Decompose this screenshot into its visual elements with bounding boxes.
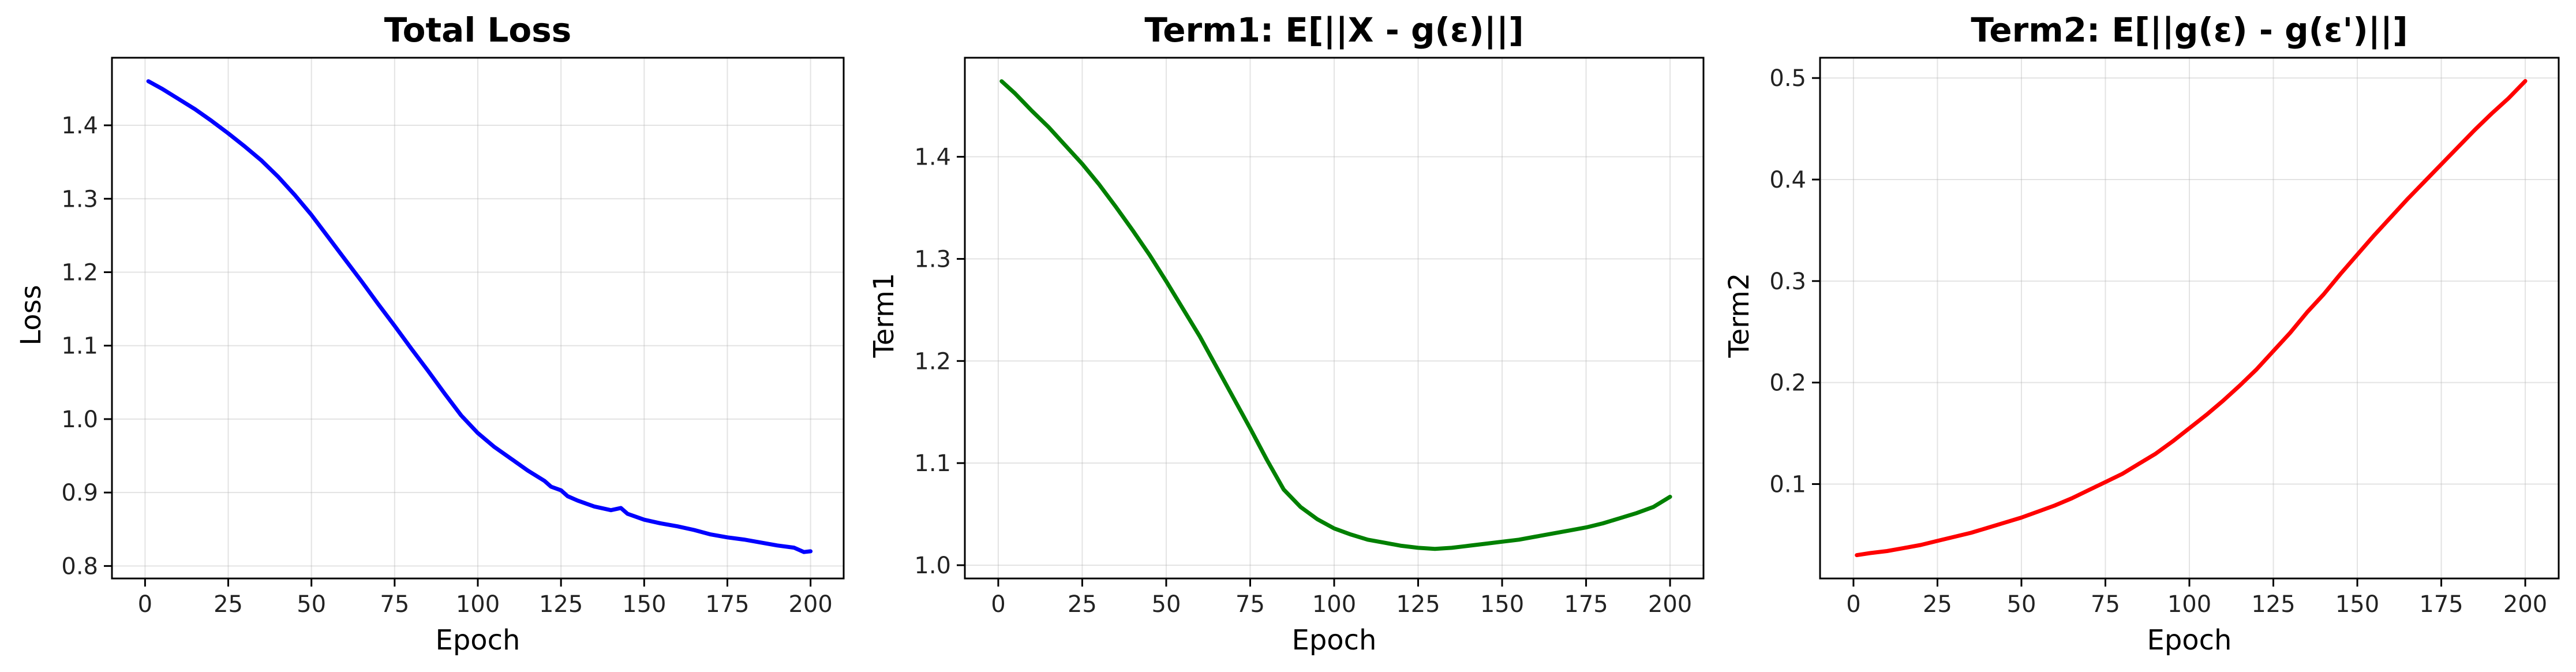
y-axis-ticks: 0.1 0.2 0.3 0.4 0.5 [1769,65,1820,498]
subplot-total-loss: Total Loss Epoch Loss 0 25 50 75 100 125 150 17… [15,10,845,656]
subplot-term1: Term1: E[||X - g(ε)||] Epoch Term1 0 25 50… [868,10,1705,656]
x-tick-label: 25 [1068,591,1097,618]
x-tick-label: 100 [1312,591,1356,618]
x-tick-label: 175 [1564,591,1608,618]
series-line [999,79,1672,551]
y-tick-label: 1.0 [61,406,98,433]
y-axis-label: Loss [15,285,47,345]
x-tick-label: 0 [1846,591,1860,618]
x-tick-label: 125 [2251,591,2295,618]
x-tick-label: 0 [991,591,1005,618]
x-tick-label: 175 [705,591,749,618]
x-axis-label: Epoch [1292,624,1377,656]
grid [965,58,1703,578]
x-tick-label: 175 [2419,591,2463,618]
y-tick-label: 1.4 [61,113,98,139]
x-axis-ticks: 0 25 50 75 100 125 150 175 200 [991,578,1692,618]
x-axis-label: Epoch [2147,624,2232,656]
y-tick-label: 0.3 [1769,268,1806,295]
x-tick-label: 0 [138,591,152,618]
y-axis-label: Term2 [1723,273,1755,359]
x-tick-label: 200 [2503,591,2547,618]
y-tick-label: 0.1 [1769,471,1806,498]
x-tick-label: 75 [2091,591,2120,618]
x-tick-label: 125 [1396,591,1440,618]
y-tick-label: 0.5 [1769,65,1806,92]
x-tick-label: 75 [1235,591,1265,618]
x-tick-label: 150 [622,591,666,618]
y-tick-label: 0.4 [1769,167,1806,193]
chart-title: Term1: E[||X - g(ε)||] [1144,10,1523,50]
chart-title: Term2: E[||g(ε) - g(ε')||] [1971,10,2407,50]
x-tick-label: 50 [297,591,326,618]
x-axis-ticks: 0 25 50 75 100 125 150 175 200 [1846,578,2547,618]
x-tick-label: 75 [380,591,409,618]
x-tick-label: 50 [1152,591,1181,618]
x-axis-label: Epoch [436,624,521,656]
y-tick-label: 1.0 [914,552,951,579]
series-line [146,79,813,554]
y-tick-label: 1.3 [914,246,951,272]
x-tick-label: 100 [2167,591,2211,618]
x-tick-label: 25 [1923,591,1952,618]
chart-title: Total Loss [384,10,572,50]
y-axis-ticks: 1.0 1.1 1.2 1.3 1.4 [914,144,965,579]
y-axis-label: Term1 [868,273,900,359]
x-tick-label: 50 [2007,591,2036,618]
y-axis-ticks: 0.8 0.9 1.0 1.1 1.2 1.3 1.4 [61,113,112,580]
y-tick-label: 1.2 [914,348,951,375]
x-tick-label: 25 [214,591,243,618]
grid [112,58,844,578]
y-tick-label: 0.9 [61,480,98,506]
x-tick-label: 150 [2335,591,2379,618]
x-tick-label: 200 [1648,591,1692,618]
grid [1820,58,2559,578]
x-axis-ticks: 0 25 50 75 100 125 150 175 200 [138,578,833,618]
y-tick-label: 1.1 [61,333,98,360]
series-line [1855,79,2528,558]
y-tick-label: 0.2 [1769,370,1806,397]
x-tick-label: 150 [1480,591,1524,618]
y-tick-label: 1.2 [61,259,98,286]
x-tick-label: 125 [539,591,583,618]
y-tick-label: 1.3 [61,186,98,212]
subplot-term2: Term2: E[||g(ε) - g(ε')||] Epoch Term2 0… [1723,10,2560,656]
x-tick-label: 200 [788,591,832,618]
y-tick-label: 1.1 [914,450,951,477]
y-tick-label: 1.4 [914,144,951,171]
x-tick-label: 100 [456,591,500,618]
y-tick-label: 0.8 [61,553,98,580]
